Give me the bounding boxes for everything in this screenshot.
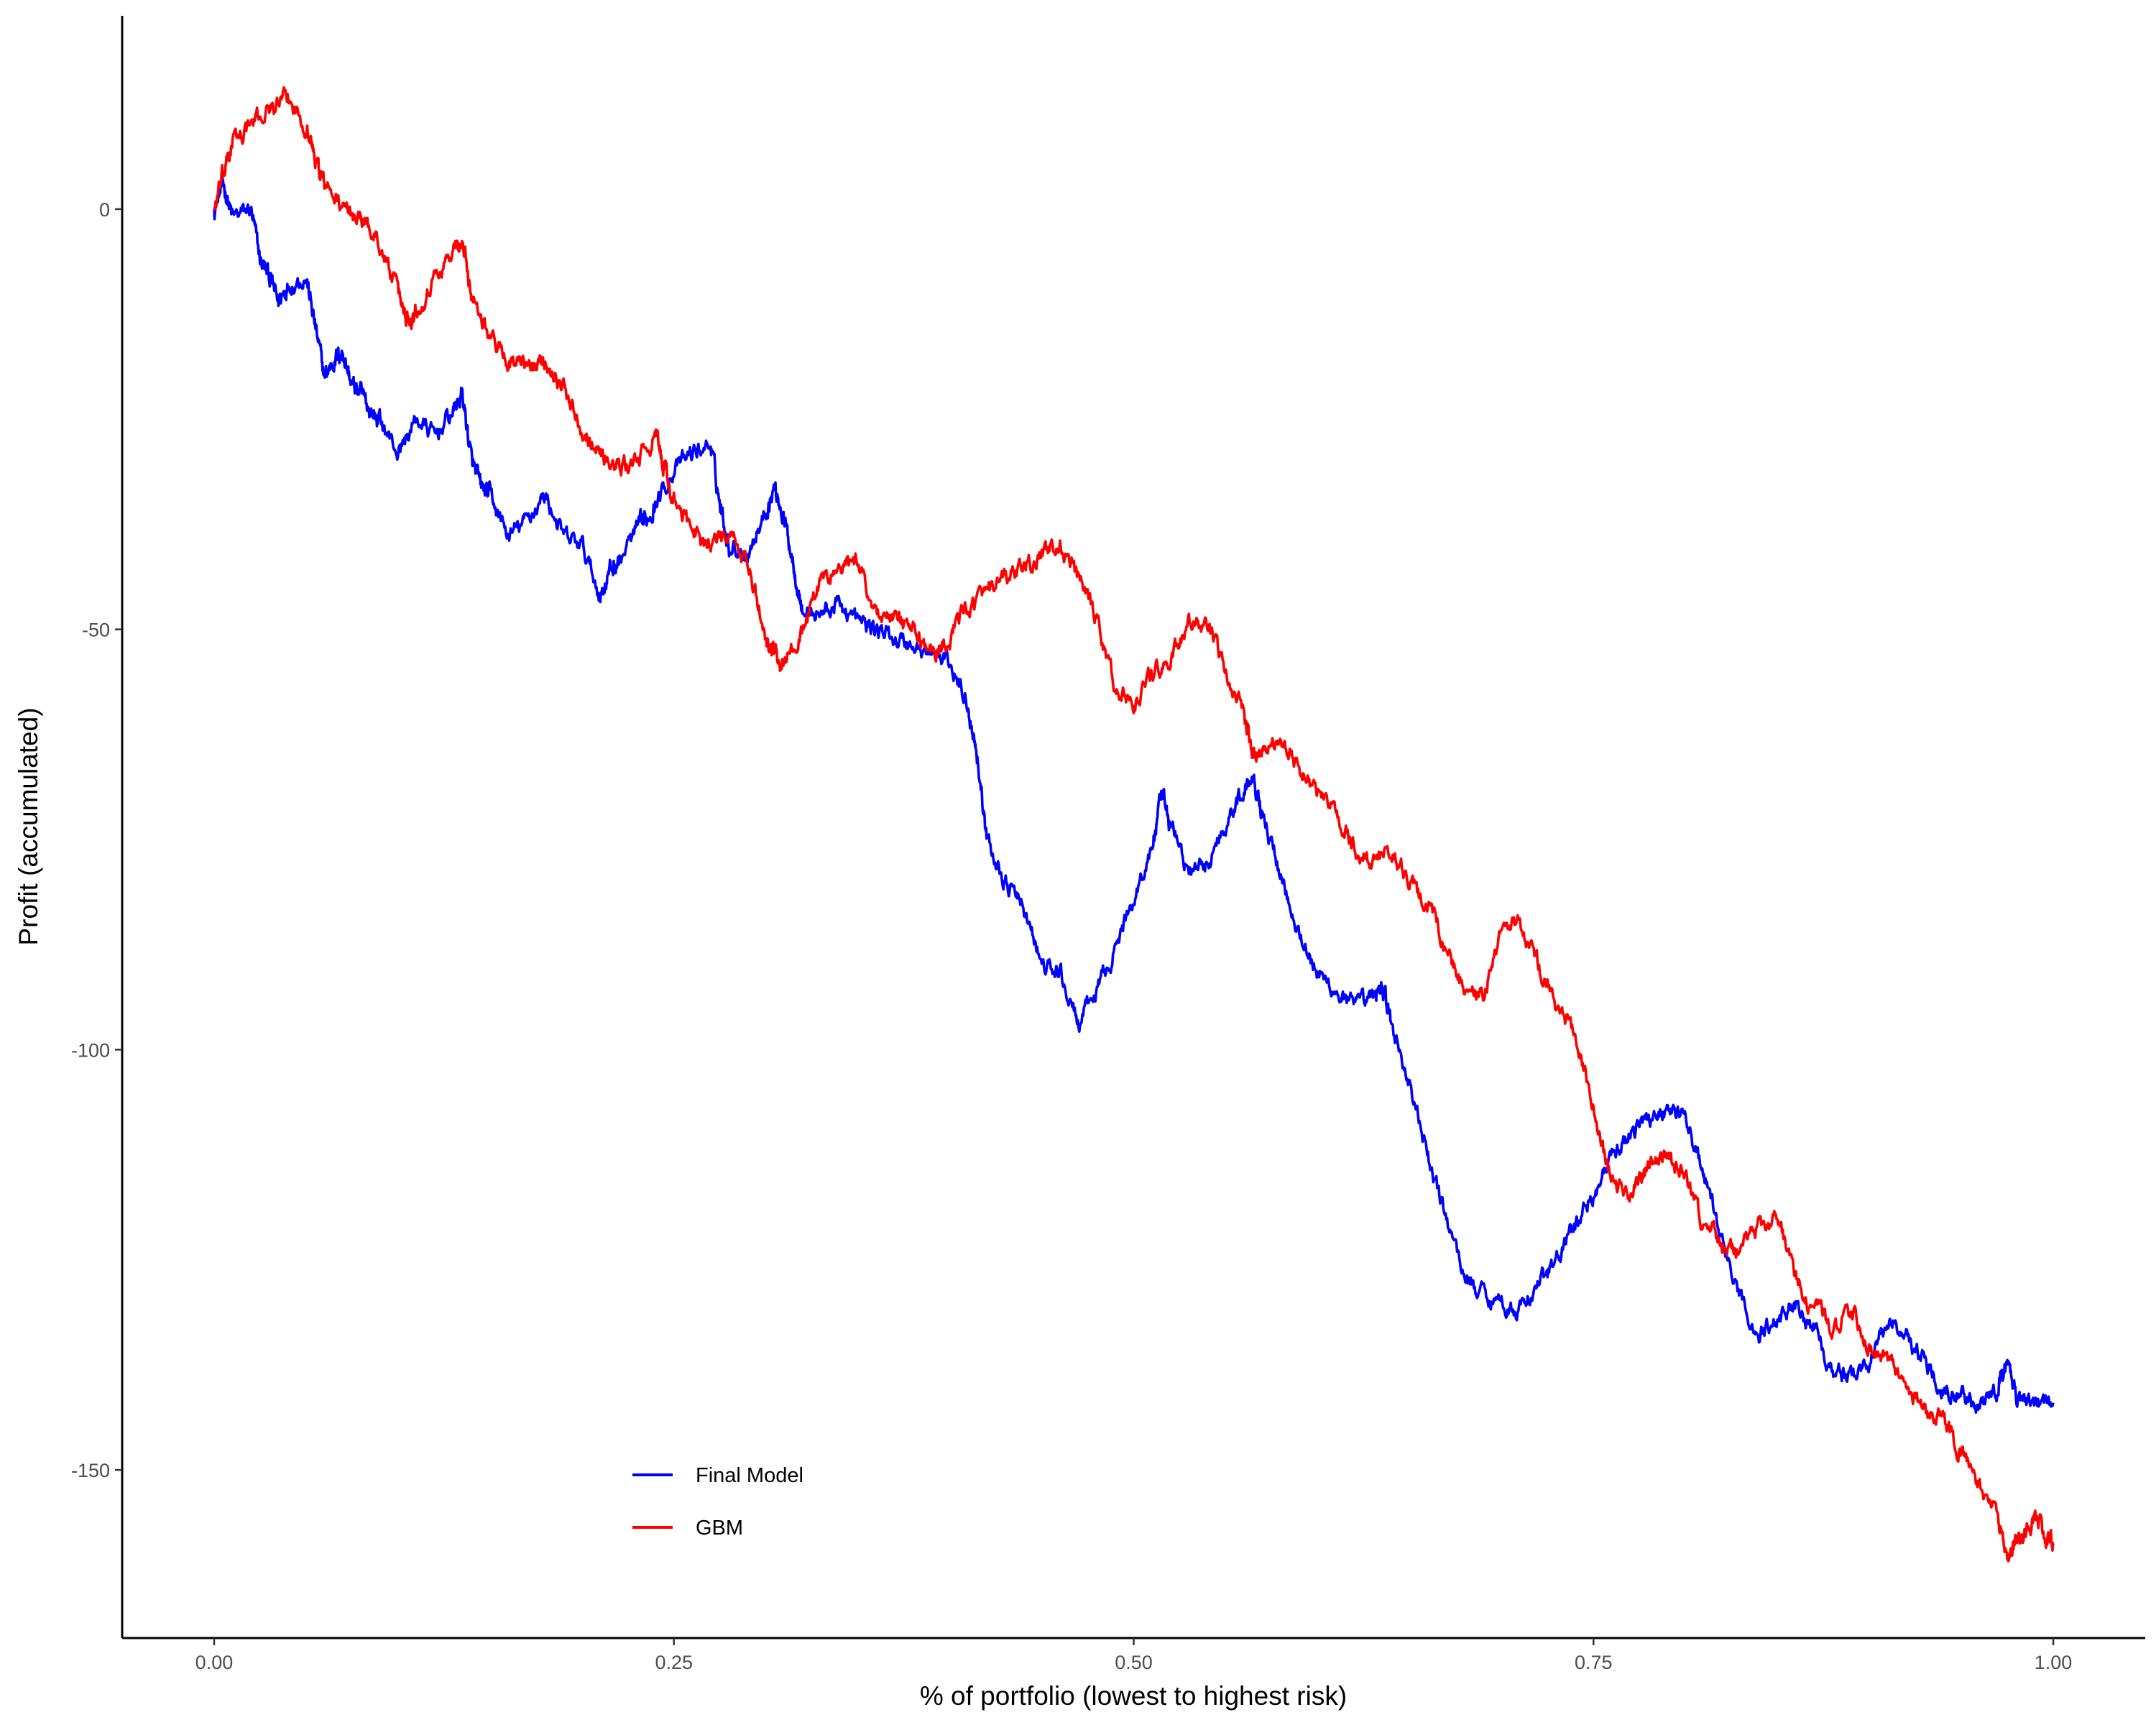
x-axis-title: % of portfolio (lowest to highest risk) (920, 1681, 1347, 1711)
y-tick-label: -50 (82, 620, 110, 641)
y-tick-label: -150 (71, 1460, 110, 1481)
y-axis-ticks: 0 -50 -100 -150 (71, 199, 122, 1481)
x-tick-label: 0.50 (1115, 1652, 1153, 1673)
y-axis-title: Profit (accumulated) (14, 707, 43, 945)
series-line-final-model (213, 174, 2055, 1414)
legend-label-gbm: GBM (696, 1517, 743, 1540)
y-tick-label: -100 (71, 1039, 110, 1061)
x-axis-ticks: 0.00 0.25 0.50 0.75 1.00 (195, 1638, 2073, 1673)
x-tick-label: 0.00 (195, 1652, 234, 1673)
x-tick-label: 1.00 (2035, 1652, 2073, 1673)
plot-area (213, 86, 2055, 1563)
x-tick-label: 0.25 (655, 1652, 693, 1673)
series-line-gbm (213, 86, 2055, 1563)
legend-label-final-model: Final Model (696, 1464, 803, 1487)
y-tick-label: 0 (99, 199, 110, 221)
x-tick-label: 0.75 (1575, 1652, 1613, 1673)
series-layer (213, 86, 2055, 1563)
legend: Final Model GBM (632, 1464, 803, 1540)
